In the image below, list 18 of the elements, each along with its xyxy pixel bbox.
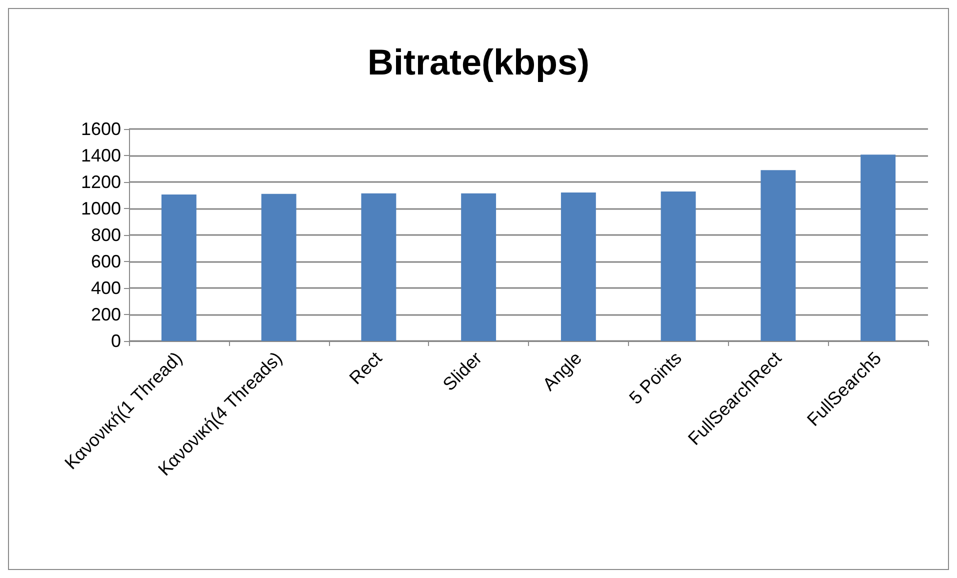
chart-title: Bitrate(kbps) [367,42,590,82]
y-tick-label: 800 [90,225,121,245]
bar [560,192,596,341]
bar [161,194,196,341]
bar [660,192,696,341]
y-tick-label: 1000 [80,198,121,218]
y-tick-label: 200 [90,304,121,324]
bar [261,194,296,341]
y-tick-label: 400 [90,278,121,298]
y-tick-label: 1200 [80,172,121,192]
y-tick-label: 0 [110,331,121,351]
bar [760,170,796,341]
y-tick-label: 1400 [80,146,121,166]
bar [361,193,396,341]
y-tick-label: 600 [90,252,121,272]
bar [860,154,896,341]
bar [461,193,496,341]
y-tick-label: 1600 [80,119,121,139]
